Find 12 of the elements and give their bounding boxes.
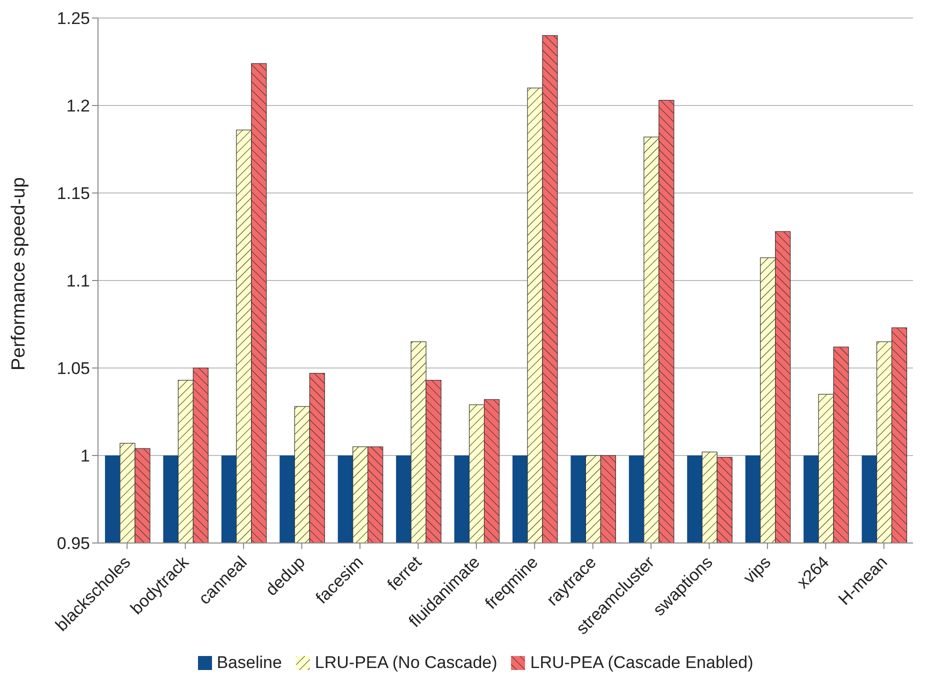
y-tick-label: 1.1: [66, 272, 90, 291]
legend-label: LRU-PEA (Cascade Enabled): [529, 653, 754, 673]
y-tick-label: 1.25: [56, 9, 90, 28]
y-tick-label: 1.2: [66, 96, 90, 116]
y-tick-label: 1: [80, 446, 90, 466]
y-axis-title: Performance speed-up: [8, 177, 30, 370]
y-tick-label: 0.95: [56, 534, 90, 554]
x-tick-label: vips: [740, 552, 775, 588]
y-tick-label: 1.15: [56, 184, 90, 204]
legend-label: Baseline: [216, 653, 282, 673]
legend-label: LRU-PEA (No Cascade): [314, 653, 498, 673]
y-tick-label: 1.05: [56, 359, 90, 378]
